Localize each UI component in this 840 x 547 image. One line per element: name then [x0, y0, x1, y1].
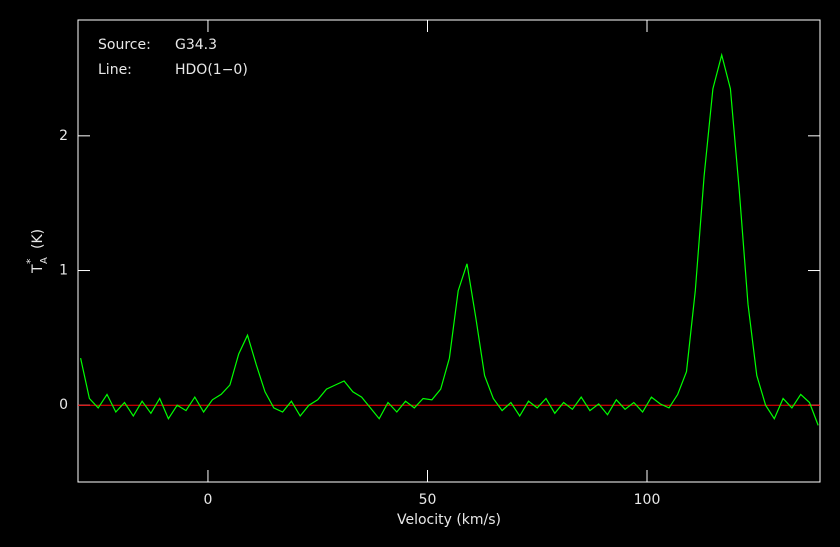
x-tick-label: 100: [634, 492, 661, 508]
y-label-subscript: A: [39, 257, 50, 264]
annotation-text: G34.3: [175, 37, 217, 53]
annotation-label: Source:: [98, 37, 151, 53]
annotation-label: Line:: [98, 62, 132, 78]
y-tick-label: 0: [59, 397, 68, 413]
y-label-superscript: *: [24, 258, 37, 264]
annotation-text: HDO(1−0): [175, 62, 248, 78]
y-tick-label: 2: [59, 128, 68, 144]
x-axis-label: Velocity (km/s): [397, 512, 501, 528]
x-tick-label: 0: [203, 492, 212, 508]
spectrum-line: [80, 52, 819, 426]
y-label-unit: (K): [30, 229, 46, 249]
plot-frame: [77, 19, 821, 483]
y-label-symbol: T: [30, 264, 46, 274]
x-tick-label: 50: [419, 492, 437, 508]
y-tick-label: 1: [59, 263, 68, 279]
y-axis-label: T * A (K): [24, 229, 50, 274]
